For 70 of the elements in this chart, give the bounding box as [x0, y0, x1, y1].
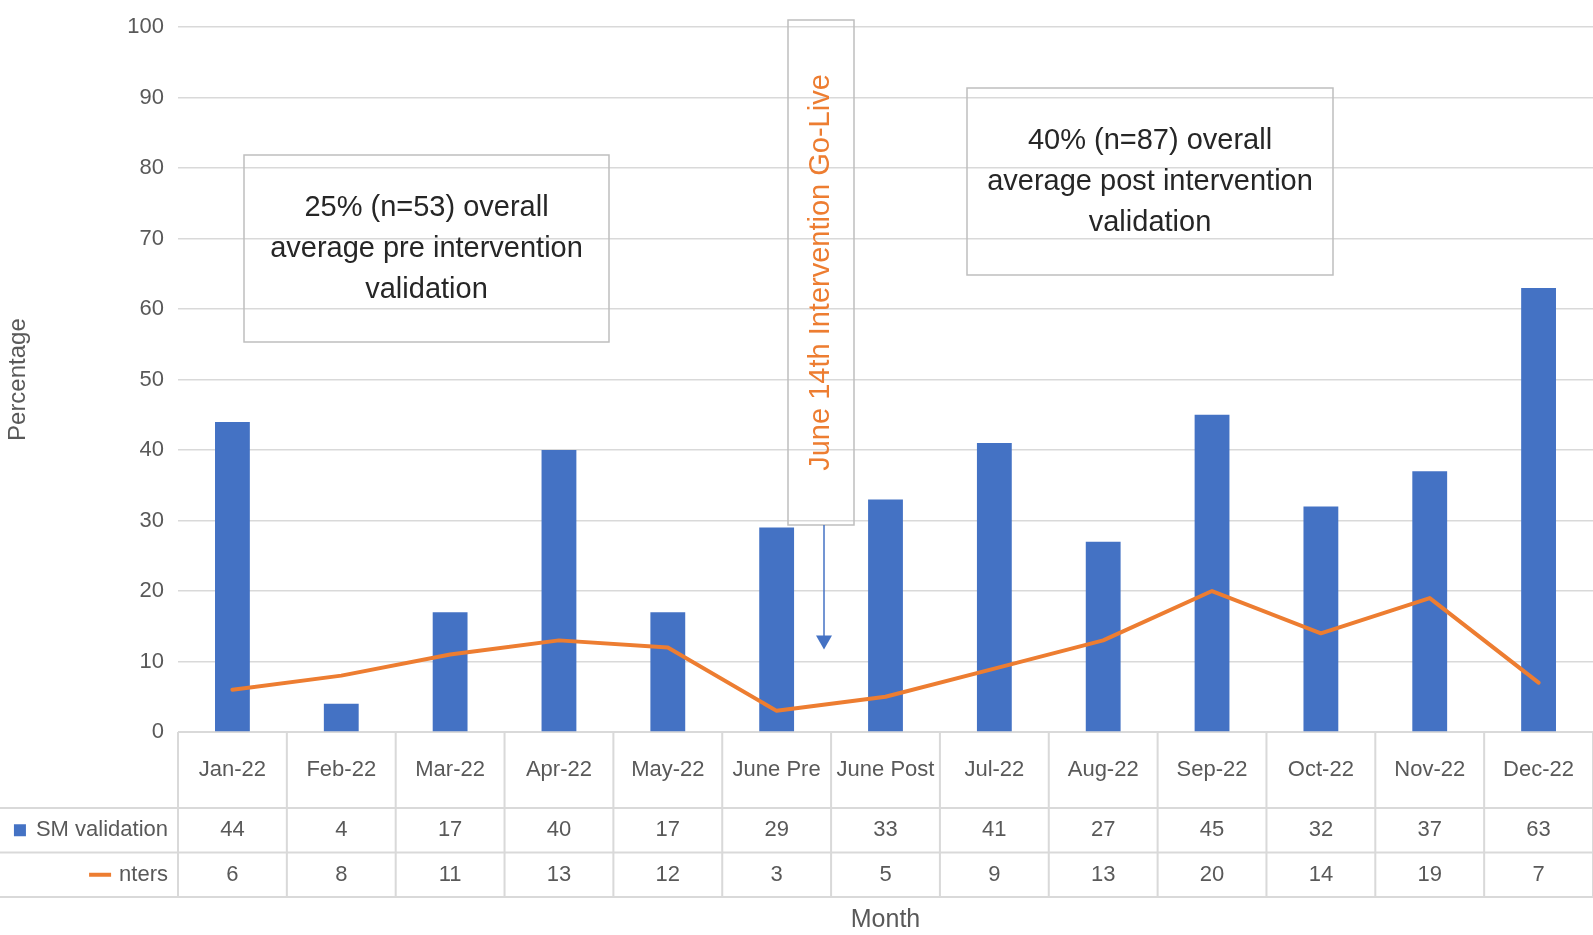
data-label: 12 [655, 860, 681, 886]
data-label: 20 [1199, 860, 1225, 886]
data-label: 17 [655, 816, 681, 842]
data-label: 5 [879, 860, 892, 886]
y-tick-label: 60 [139, 295, 164, 321]
annotation: 40% (n=87) overall average post intervention validation [987, 122, 1313, 237]
data-label: 32 [1308, 816, 1334, 842]
data-label: 40 [546, 816, 572, 842]
data-label: 17 [437, 816, 463, 842]
data-label: 9 [988, 860, 1001, 886]
y-tick-label: 20 [139, 577, 164, 603]
y-tick-label: 80 [139, 154, 164, 180]
bar [1412, 471, 1448, 732]
bar [976, 443, 1012, 732]
data-label: 29 [764, 816, 789, 842]
data-label: 6 [226, 860, 239, 886]
bar [215, 421, 250, 732]
annotation: 25% (n=53) overall average pre intervention validation [270, 189, 583, 304]
bar [868, 499, 903, 732]
data-label: 4 [335, 816, 348, 842]
bar [1521, 287, 1556, 732]
x-tick-label: Jul-22 [964, 756, 1025, 782]
x-tick-label: Aug-22 [1067, 756, 1139, 782]
data-label: 19 [1417, 860, 1442, 886]
x-tick-label: Mar-22 [415, 756, 485, 782]
data-label: 33 [873, 816, 898, 842]
bar [759, 527, 795, 732]
bar [1303, 506, 1339, 732]
bar [650, 612, 686, 732]
bar [1194, 414, 1230, 732]
x-tick-label: May-22 [631, 756, 705, 782]
data-label: 63 [1526, 816, 1551, 842]
bar [432, 612, 468, 732]
y-tick-label: 90 [139, 83, 164, 109]
x-tick-label: Feb-22 [306, 756, 377, 782]
y-tick-label: 30 [139, 506, 164, 532]
y-tick-label: 70 [139, 224, 164, 250]
y-tick-label: 10 [139, 647, 164, 673]
x-tick-label: June Post [836, 756, 935, 782]
bar [1085, 541, 1121, 732]
data-label: 37 [1417, 816, 1442, 842]
y-tick-label: 100 [127, 13, 164, 39]
data-label: 11 [438, 860, 462, 886]
data-label: 8 [335, 860, 348, 886]
y-tick-label: 0 [151, 718, 164, 744]
legend-label: nters [119, 860, 168, 886]
data-label: 27 [1090, 816, 1116, 842]
bar [323, 703, 359, 732]
annotation: June 14th Intervention Go-Live [803, 74, 835, 471]
data-label: 13 [546, 860, 572, 886]
bar [541, 450, 577, 732]
data-label: 41 [982, 816, 1007, 842]
y-tick-label: 50 [139, 365, 164, 391]
y-tick-label: 40 [139, 436, 164, 462]
x-tick-label: June Pre [732, 756, 821, 782]
x-tick-label: Nov-22 [1394, 756, 1466, 782]
x-tick-label: Jan-22 [198, 756, 267, 782]
x-tick-label: Dec-22 [1503, 756, 1575, 782]
y-axis-title: Percentage [3, 318, 31, 441]
x-axis-title: Month [850, 903, 921, 932]
data-label: 44 [220, 816, 245, 842]
data-label: 14 [1308, 860, 1334, 886]
data-label: 45 [1199, 816, 1225, 842]
x-tick-label: Sep-22 [1176, 756, 1248, 782]
x-tick-label: Oct-22 [1287, 756, 1354, 782]
data-label: 13 [1090, 860, 1116, 886]
data-label: 3 [770, 860, 783, 886]
data-label: 7 [1532, 860, 1545, 886]
x-tick-label: Apr-22 [525, 756, 592, 782]
legend-label: SM validation [35, 816, 168, 842]
